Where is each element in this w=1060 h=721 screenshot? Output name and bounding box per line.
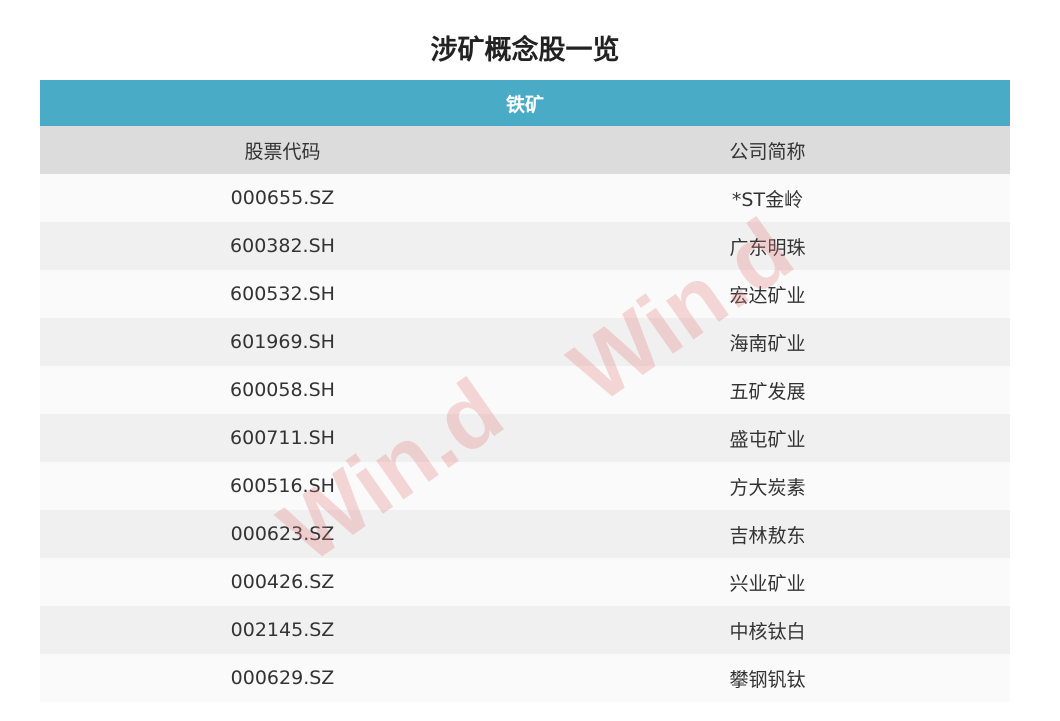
table-body: 000655.SZ *ST金岭 600382.SH 广东明珠 600532.SH 宏达矿业…	[40, 174, 1010, 702]
company-name-cell: 海南矿业	[729, 332, 806, 355]
company-name-cell: 吉林敖东	[729, 524, 806, 547]
table-row: 600532.SH 宏达矿业	[40, 270, 1010, 318]
company-name-cell: 中核钛白	[729, 620, 806, 643]
category-band: 铁矿	[40, 80, 1010, 126]
stock-code-cell: 000655.SZ	[230, 187, 335, 209]
table-row: 000426.SZ 兴业矿业	[40, 558, 1010, 606]
stock-code-cell: 601969.SH	[230, 331, 335, 353]
stock-code-cell: 600516.SH	[230, 475, 335, 497]
stock-code-cell: 600058.SH	[230, 379, 335, 401]
table-row: 000623.SZ 吉林敖东	[40, 510, 1010, 558]
stock-code-cell: 002145.SZ	[230, 619, 335, 641]
stock-code-cell: 600711.SH	[230, 427, 335, 449]
stock-code-cell: 000623.SZ	[230, 523, 335, 545]
company-name-cell: 五矿发展	[729, 380, 806, 403]
table-row: 601969.SH 海南矿业	[40, 318, 1010, 366]
table-row: 600058.SH 五矿发展	[40, 366, 1010, 414]
column-header-name: 公司简称	[729, 140, 806, 163]
table-header-row: 股票代码 公司简称	[40, 126, 1010, 174]
stock-table: 铁矿 股票代码 公司简称 000655.SZ *ST金岭 600382.SH 广东明珠…	[40, 80, 1010, 702]
company-name-cell: 方大炭素	[729, 476, 806, 499]
company-name-cell: 宏达矿业	[729, 284, 806, 307]
table-row: 000629.SZ 攀钢钒钛	[40, 654, 1010, 702]
stock-code-cell: 000426.SZ	[230, 571, 335, 593]
table-row: 600516.SH 方大炭素	[40, 462, 1010, 510]
table-row: 002145.SZ 中核钛白	[40, 606, 1010, 654]
stock-code-cell: 600532.SH	[230, 283, 335, 305]
column-header-code: 股票代码	[244, 140, 321, 163]
table-row: 600382.SH 广东明珠	[40, 222, 1010, 270]
stock-code-cell: 600382.SH	[230, 235, 335, 257]
page-title: 涉矿概念股一览	[430, 35, 620, 66]
company-name-cell: 盛屯矿业	[729, 428, 806, 451]
table-row: 600711.SH 盛屯矿业	[40, 414, 1010, 462]
company-name-cell: 兴业矿业	[729, 572, 806, 595]
company-name-cell: 攀钢钒钛	[729, 668, 806, 691]
company-name-cell: 广东明珠	[729, 236, 806, 259]
table-row: 000655.SZ *ST金岭	[40, 174, 1010, 222]
stock-code-cell: 000629.SZ	[230, 667, 335, 689]
company-name-cell: *ST金岭	[731, 188, 804, 211]
